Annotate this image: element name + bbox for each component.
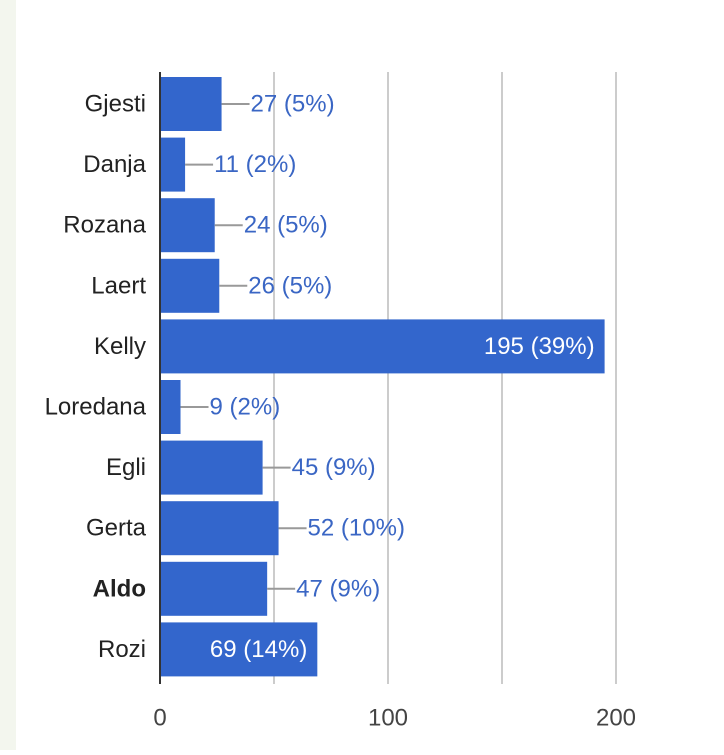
- bar: [160, 440, 263, 495]
- category-label: Rozi: [98, 636, 146, 663]
- data-label: 27 (5%): [251, 91, 335, 118]
- data-label: 195 (39%): [484, 333, 595, 360]
- bar: [160, 258, 220, 313]
- x-tick-label: 0: [153, 705, 166, 732]
- data-label: 52 (10%): [308, 515, 405, 542]
- data-label: 24 (5%): [244, 212, 328, 239]
- bar: [160, 319, 605, 374]
- bar: [160, 137, 186, 192]
- data-label: 45 (9%): [292, 454, 376, 481]
- category-label: Danja: [83, 151, 146, 178]
- data-label: 9 (2%): [210, 394, 281, 421]
- bar: [160, 622, 318, 677]
- bar: [160, 561, 268, 616]
- category-label: Gerta: [86, 515, 147, 542]
- category-label: Rozana: [63, 212, 146, 239]
- data-label: 11 (2%): [214, 151, 296, 178]
- category-label: Gjesti: [85, 91, 146, 118]
- data-label: 69 (14%): [210, 636, 307, 663]
- category-label: Egli: [106, 454, 146, 481]
- bar: [160, 380, 181, 434]
- category-label: Laert: [91, 272, 146, 299]
- bar: [160, 77, 222, 131]
- bar: [160, 198, 215, 253]
- x-tick-label: 200: [596, 705, 636, 732]
- bar: [160, 501, 279, 556]
- data-label: 47 (9%): [296, 575, 380, 602]
- category-label: Aldo: [93, 575, 146, 602]
- left-edge-strip: [0, 0, 16, 750]
- category-label: Kelly: [94, 333, 146, 360]
- data-label: 26 (5%): [248, 272, 332, 299]
- category-label: Loredana: [45, 394, 147, 421]
- x-tick-label: 100: [368, 705, 408, 732]
